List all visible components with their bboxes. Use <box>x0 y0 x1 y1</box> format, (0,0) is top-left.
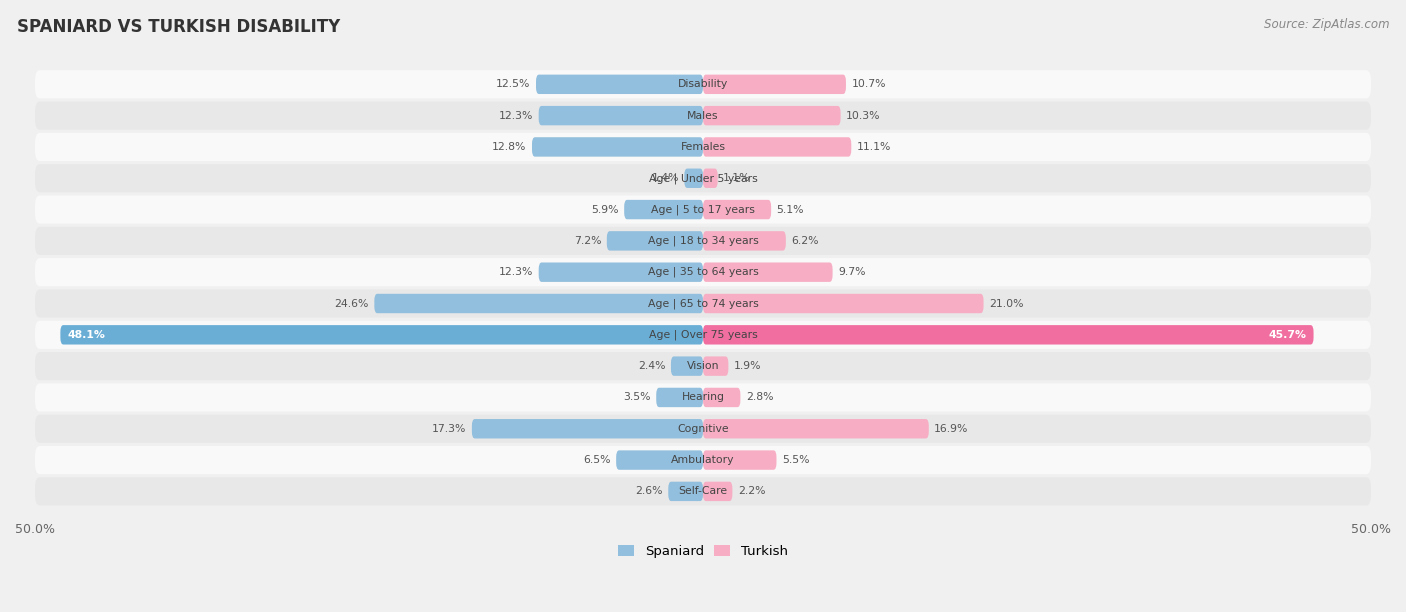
Text: 3.5%: 3.5% <box>623 392 651 403</box>
FancyBboxPatch shape <box>35 258 1371 286</box>
FancyBboxPatch shape <box>703 325 1313 345</box>
Text: Vision: Vision <box>686 361 720 371</box>
Text: SPANIARD VS TURKISH DISABILITY: SPANIARD VS TURKISH DISABILITY <box>17 18 340 36</box>
FancyBboxPatch shape <box>703 200 770 219</box>
FancyBboxPatch shape <box>531 137 703 157</box>
FancyBboxPatch shape <box>703 106 841 125</box>
Text: 12.5%: 12.5% <box>496 80 530 89</box>
Text: Age | 18 to 34 years: Age | 18 to 34 years <box>648 236 758 246</box>
FancyBboxPatch shape <box>703 482 733 501</box>
FancyBboxPatch shape <box>35 195 1371 223</box>
Text: Age | Under 5 years: Age | Under 5 years <box>648 173 758 184</box>
Text: 1.1%: 1.1% <box>723 173 751 183</box>
FancyBboxPatch shape <box>35 415 1371 443</box>
Text: Females: Females <box>681 142 725 152</box>
FancyBboxPatch shape <box>35 321 1371 349</box>
Text: Hearing: Hearing <box>682 392 724 403</box>
FancyBboxPatch shape <box>35 164 1371 192</box>
Text: Disability: Disability <box>678 80 728 89</box>
FancyBboxPatch shape <box>703 75 846 94</box>
FancyBboxPatch shape <box>703 419 929 438</box>
Text: 17.3%: 17.3% <box>432 424 467 434</box>
Text: 9.7%: 9.7% <box>838 267 866 277</box>
FancyBboxPatch shape <box>703 137 851 157</box>
FancyBboxPatch shape <box>472 419 703 438</box>
Text: 11.1%: 11.1% <box>856 142 891 152</box>
FancyBboxPatch shape <box>35 133 1371 161</box>
FancyBboxPatch shape <box>35 383 1371 411</box>
Text: 21.0%: 21.0% <box>988 299 1024 308</box>
Text: 16.9%: 16.9% <box>934 424 969 434</box>
Text: 45.7%: 45.7% <box>1268 330 1306 340</box>
FancyBboxPatch shape <box>538 263 703 282</box>
Text: Ambulatory: Ambulatory <box>671 455 735 465</box>
FancyBboxPatch shape <box>35 227 1371 255</box>
Text: 5.5%: 5.5% <box>782 455 810 465</box>
Text: 12.3%: 12.3% <box>499 111 533 121</box>
FancyBboxPatch shape <box>671 356 703 376</box>
Text: Age | 5 to 17 years: Age | 5 to 17 years <box>651 204 755 215</box>
Text: 2.8%: 2.8% <box>745 392 773 403</box>
Text: 12.8%: 12.8% <box>492 142 527 152</box>
Text: 12.3%: 12.3% <box>499 267 533 277</box>
Text: Source: ZipAtlas.com: Source: ZipAtlas.com <box>1264 18 1389 31</box>
FancyBboxPatch shape <box>685 168 703 188</box>
FancyBboxPatch shape <box>624 200 703 219</box>
Text: 6.5%: 6.5% <box>583 455 610 465</box>
Text: 2.2%: 2.2% <box>738 487 765 496</box>
FancyBboxPatch shape <box>703 263 832 282</box>
Text: 24.6%: 24.6% <box>335 299 368 308</box>
FancyBboxPatch shape <box>35 289 1371 318</box>
Text: 2.4%: 2.4% <box>638 361 665 371</box>
FancyBboxPatch shape <box>616 450 703 470</box>
Text: 5.1%: 5.1% <box>776 204 804 215</box>
FancyBboxPatch shape <box>538 106 703 125</box>
FancyBboxPatch shape <box>703 356 728 376</box>
FancyBboxPatch shape <box>668 482 703 501</box>
Text: 5.9%: 5.9% <box>592 204 619 215</box>
FancyBboxPatch shape <box>35 352 1371 380</box>
Text: Age | 65 to 74 years: Age | 65 to 74 years <box>648 298 758 309</box>
Text: 6.2%: 6.2% <box>792 236 818 246</box>
Text: Self-Care: Self-Care <box>679 487 727 496</box>
Text: 10.7%: 10.7% <box>851 80 886 89</box>
FancyBboxPatch shape <box>703 450 776 470</box>
FancyBboxPatch shape <box>35 102 1371 130</box>
Text: 48.1%: 48.1% <box>67 330 105 340</box>
FancyBboxPatch shape <box>536 75 703 94</box>
Text: 1.4%: 1.4% <box>651 173 679 183</box>
Text: Age | 35 to 64 years: Age | 35 to 64 years <box>648 267 758 277</box>
FancyBboxPatch shape <box>60 325 703 345</box>
Legend: Spaniard, Turkish: Spaniard, Turkish <box>613 539 793 564</box>
FancyBboxPatch shape <box>35 446 1371 474</box>
Text: 1.9%: 1.9% <box>734 361 761 371</box>
FancyBboxPatch shape <box>703 231 786 250</box>
FancyBboxPatch shape <box>35 70 1371 99</box>
FancyBboxPatch shape <box>703 294 984 313</box>
FancyBboxPatch shape <box>703 168 717 188</box>
Text: Males: Males <box>688 111 718 121</box>
FancyBboxPatch shape <box>35 477 1371 506</box>
Text: 10.3%: 10.3% <box>846 111 880 121</box>
Text: 2.6%: 2.6% <box>636 487 662 496</box>
FancyBboxPatch shape <box>607 231 703 250</box>
Text: Cognitive: Cognitive <box>678 424 728 434</box>
FancyBboxPatch shape <box>703 388 741 407</box>
Text: Age | Over 75 years: Age | Over 75 years <box>648 330 758 340</box>
FancyBboxPatch shape <box>374 294 703 313</box>
Text: 7.2%: 7.2% <box>574 236 602 246</box>
FancyBboxPatch shape <box>657 388 703 407</box>
